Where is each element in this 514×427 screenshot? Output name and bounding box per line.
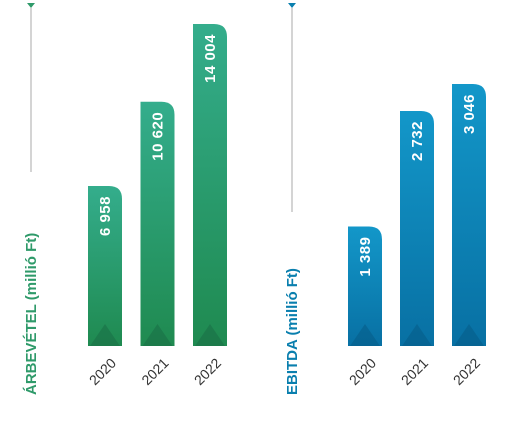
bar-2020 [88,186,122,346]
bar-2020 [348,226,382,346]
bar-2021 [400,111,434,346]
category-tick-label: 2020 [346,355,379,388]
category-tick-label: 2022 [191,355,224,388]
bar-value-label: 1 389 [357,237,374,277]
ebitda-axis-title: EBITDA (millió Ft) [284,268,301,395]
bar-decoration-2021 [142,324,173,346]
category-tick-label: 2022 [450,355,483,388]
category-tick-label: 2020 [86,355,119,388]
revenue-axis-title: ÁRBEVÉTEL (millió Ft) [23,233,40,395]
bar-2021 [140,101,175,346]
revenue-bars: 6 958 2020 10 620 2021 14 004 2022 [86,24,227,388]
bar-decoration-2022 [454,324,484,346]
bar-value-label: 2 732 [409,121,426,161]
ebitda-chart: EBITDA (millió Ft) 1 389 2020 2 732 2021 3 0… [284,3,486,395]
category-tick-label: 2021 [138,355,171,388]
bar-value-label: 6 958 [97,196,114,236]
bar-2022 [452,84,486,346]
bar-value-label: 3 046 [461,94,478,134]
revenue-chart: ÁRBEVÉTEL (millió Ft) 6 958 2020 10 620 202… [23,3,227,395]
bar-value-label: 14 004 [202,34,219,83]
bar-2022 [193,24,227,346]
ebitda-bars: 1 389 2020 2 732 2021 3 046 2022 [346,84,486,388]
bar-decoration-2020 [90,324,120,346]
bar-decoration-2022 [195,324,225,346]
category-tick-label: 2021 [398,355,431,388]
bar-decoration-2021 [402,324,432,346]
ebitda-axis-marker-icon [288,3,296,8]
bar-decoration-2020 [350,324,380,346]
bar-value-label: 10 620 [150,112,167,161]
revenue-axis-marker-icon [27,3,35,8]
